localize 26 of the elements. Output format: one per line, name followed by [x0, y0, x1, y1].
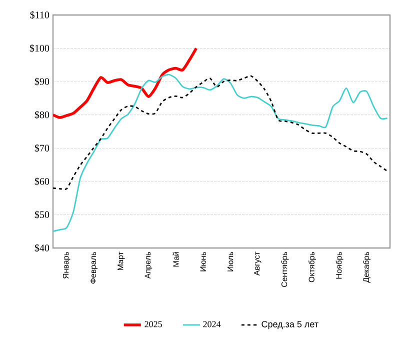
- line-series: [53, 74, 388, 232]
- legend-label: 2024: [203, 321, 221, 328]
- x-tick-label: Январь: [63, 252, 70, 279]
- y-tick-label: $40: [34, 244, 50, 252]
- y-tick-label: $100: [30, 44, 50, 52]
- x-tick-label: Май: [172, 252, 179, 267]
- y-tick-label: $50: [34, 210, 50, 219]
- line-series: [53, 75, 388, 190]
- x-tick-label: Июль: [228, 252, 234, 272]
- x-tick-label: Март: [118, 252, 125, 270]
- x-tick-label: Октябрь: [308, 252, 316, 282]
- y-tick-label: $110: [30, 10, 50, 20]
- legend-label: Сред.за 5 лет: [262, 320, 318, 330]
- y-tick-label: $80: [34, 110, 50, 119]
- y-tick-label: $70: [34, 144, 50, 152]
- legend-label: 2025: [144, 321, 162, 328]
- x-tick-label: Февраль: [90, 252, 98, 284]
- y-tick-label: $90: [34, 78, 50, 86]
- x-tick-label: Ноябрь: [336, 252, 344, 279]
- line-series: [53, 46, 198, 119]
- x-tick-label: Август: [254, 252, 262, 276]
- x-tick-label: Декабрь: [363, 252, 371, 283]
- y-tick-label: $60: [34, 177, 50, 186]
- x-tick-label: Июнь: [200, 252, 206, 272]
- x-tick-label: Сентябрь: [281, 252, 289, 287]
- x-tick-label: Апрель: [144, 252, 152, 279]
